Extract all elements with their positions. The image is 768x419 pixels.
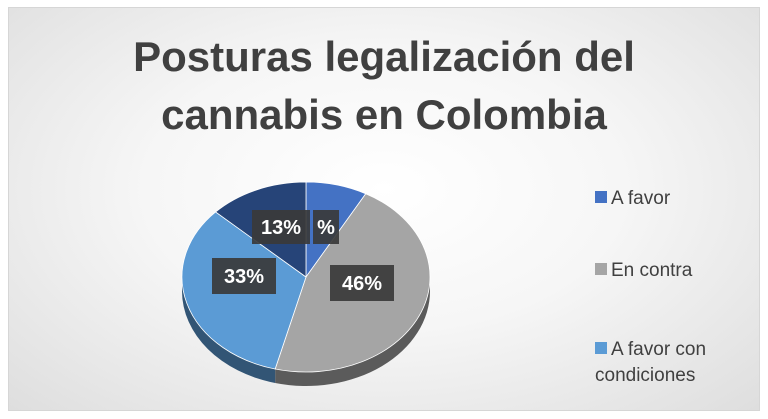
legend-item-a-favor: A favor (595, 186, 765, 212)
legend-item-en-contra: En contra (595, 258, 765, 284)
legend-item-a-favor-con-condiciones: A favor con condiciones (595, 337, 765, 389)
pie-side-a-favor-con-condiciones (182, 277, 276, 384)
legend-label-a-favor-con-condiciones-line-2: condiciones (595, 365, 696, 386)
pie-label-a-favor-box (313, 210, 339, 244)
legend-label-a-favor-con-condiciones-line-1: A favor con (611, 339, 707, 360)
pie-label-a-favor-con-condiciones: 33% (224, 266, 264, 288)
pie-label-a-favor: % (317, 217, 335, 239)
pie-label-unlabeled-box (252, 210, 310, 244)
chart-title: Posturas legalización del cannabis en Co… (0, 28, 768, 144)
legend-label-en-contra: En contra (611, 260, 693, 281)
chart-title-line-2: cannabis en Colombia (161, 91, 607, 138)
chart-title-line-1: Posturas legalización del (133, 33, 635, 80)
legend-swatch-a-favor (595, 191, 607, 203)
pie-label-unlabeled: 13% (261, 217, 301, 239)
legend-swatch-en-contra (595, 263, 607, 275)
legend-label-a-favor: A favor (611, 188, 671, 209)
pie-label-en-contra-box (330, 265, 394, 301)
legend-swatch-a-favor-con-condiciones (595, 342, 607, 354)
pie-label-en-contra: 46% (342, 273, 382, 295)
pie-side-en-contra (275, 277, 430, 387)
pie-label-a-favor-con-condiciones-box (212, 258, 276, 294)
